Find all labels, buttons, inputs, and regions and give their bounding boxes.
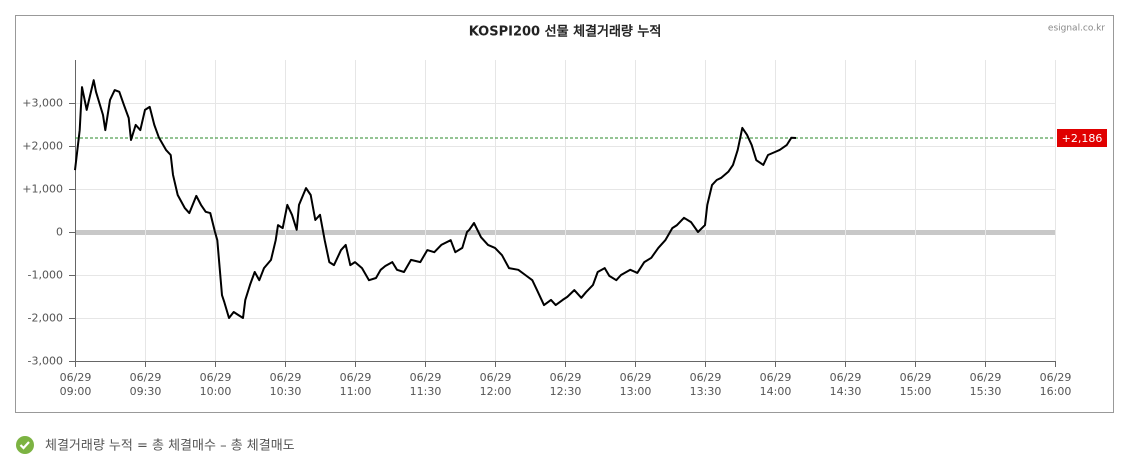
check-mark [19,441,30,450]
x-tick-label: 06/29 [620,371,652,384]
x-tick-label: 06/29 [410,371,442,384]
y-tick-label: +3,000 [22,97,63,110]
x-tick-label: 06/29 [760,371,792,384]
x-tick-label: 06/29 [340,371,372,384]
x-tick-label: 06/29 [480,371,512,384]
chart-frame [15,15,1114,413]
x-tick-label: 13:30 [690,385,722,398]
last-value-label: +2,186 [1062,132,1103,145]
x-tick-label: 16:00 [1040,385,1072,398]
x-tick-label: 06/29 [130,371,162,384]
footnote: 체결거래량 누적 = 총 체결매수 – 총 체결매도 [45,439,295,454]
x-tick-label: 13:00 [620,385,652,398]
x-tick-label: 14:00 [760,385,792,398]
x-tick-label: 06/29 [690,371,722,384]
x-tick-label: 06/29 [60,371,92,384]
source: esignal.co.kr [1048,24,1105,34]
x-tick-label: 09:00 [60,385,92,398]
y-tick-label: -1,000 [28,269,63,282]
x-tick-label: 09:30 [130,385,162,398]
data-line [74,79,797,319]
x-tick-label: 15:30 [970,385,1002,398]
x-tick-label: 06/29 [970,371,1002,384]
x-tick-label: 10:00 [200,385,232,398]
x-tick-label: 11:00 [340,385,372,398]
y-tick-label: +2,000 [22,140,63,153]
x-tick-label: 06/29 [900,371,932,384]
y-tick-label: -3,000 [28,355,63,368]
x-tick-label: 06/29 [830,371,862,384]
y-tick-label: +1,000 [22,183,63,196]
x-tick-label: 06/29 [550,371,582,384]
x-tick-label: 06/29 [270,371,302,384]
y-tick-label: -2,000 [28,312,63,325]
x-tick-label: 12:30 [550,385,582,398]
x-tick-label: 06/29 [200,371,232,384]
last-value-badge [1057,129,1107,148]
x-tick-label: 11:30 [410,385,442,398]
x-tick-label: 14:30 [830,385,862,398]
x-tick-label: 15:00 [900,385,932,398]
x-tick-label: 10:30 [270,385,302,398]
chart-title: KOSPI200 선물 체결거래량 누적 [469,24,662,40]
y-tick-label: 0 [56,226,63,239]
x-tick-label: 12:00 [480,385,512,398]
x-tick-label: 06/29 [1040,371,1072,384]
